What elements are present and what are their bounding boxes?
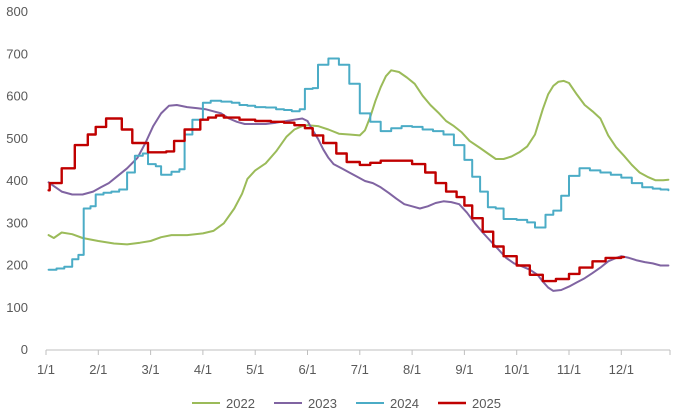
legend: 2022 2023 2024 2025 xyxy=(192,396,501,411)
x-tick-label: 1/1 xyxy=(37,362,55,377)
y-axis-tick-labels: 0 100 200 300 400 500 600 700 800 xyxy=(6,4,28,357)
y-tick-label: 800 xyxy=(6,4,28,19)
series-line-2025 xyxy=(47,114,626,283)
legend-label: 2025 xyxy=(472,396,501,411)
y-tick-label: 600 xyxy=(6,89,28,104)
x-tick-label: 12/1 xyxy=(609,362,634,377)
legend-item-2024: 2024 xyxy=(356,396,419,411)
y-tick-label: 200 xyxy=(6,258,28,273)
y-tick-label: 400 xyxy=(6,173,28,188)
series-line-2023 xyxy=(47,104,670,292)
series-line-2024 xyxy=(47,57,670,271)
y-tick-label: 0 xyxy=(21,342,28,357)
y-tick-label: 100 xyxy=(6,300,28,315)
x-tick-label: 2/1 xyxy=(89,362,107,377)
legend-label: 2022 xyxy=(226,396,255,411)
x-tick-label: 5/1 xyxy=(246,362,264,377)
series-line-2022 xyxy=(47,69,670,246)
y-tick-label: 300 xyxy=(6,215,28,230)
x-tick-label: 7/1 xyxy=(351,362,369,377)
legend-item-2023: 2023 xyxy=(274,396,337,411)
y-tick-label: 700 xyxy=(6,46,28,61)
legend-item-2022: 2022 xyxy=(192,396,255,411)
legend-item-2025: 2025 xyxy=(438,396,501,411)
y-tick-label: 500 xyxy=(6,131,28,146)
x-tick-label: 6/1 xyxy=(298,362,316,377)
x-tick-label: 4/1 xyxy=(194,362,212,377)
x-tick-label: 10/1 xyxy=(504,362,529,377)
x-tick-label: 8/1 xyxy=(403,362,421,377)
x-tick-label: 9/1 xyxy=(455,362,473,377)
legend-label: 2023 xyxy=(308,396,337,411)
legend-label: 2024 xyxy=(390,396,419,411)
x-axis: 1/1 2/1 3/1 4/1 5/1 6/1 7/1 8/1 9/1 10/1 11/1 12/1 xyxy=(37,349,671,377)
series-lines xyxy=(47,57,670,292)
x-tick-label: 11/1 xyxy=(557,362,581,377)
x-tick-label: 3/1 xyxy=(142,362,160,377)
